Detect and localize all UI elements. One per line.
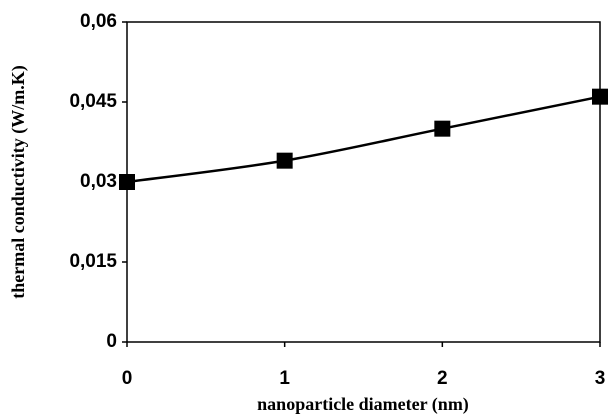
x-tick-label: 1 — [279, 368, 290, 389]
y-tick-label: 0,045 — [69, 91, 117, 112]
x-tick-label: 2 — [437, 368, 448, 389]
data-marker — [434, 120, 451, 137]
data-line — [126, 95, 601, 184]
y-tick-label: 0,015 — [69, 251, 117, 272]
y-tick-label: 0 — [106, 331, 117, 352]
data-marker — [592, 88, 608, 105]
plot-frame — [126, 21, 601, 343]
data-marker — [119, 174, 135, 190]
y-tick-label: 0,03 — [80, 171, 117, 192]
x-axis-label: nanoparticle diameter (nm) — [257, 394, 469, 415]
x-tick-label: 3 — [595, 368, 606, 389]
x-tick-label: 0 — [122, 368, 133, 389]
data-marker — [276, 152, 293, 169]
y-axis-label: thermal conductivity (W/m.K) — [8, 65, 29, 298]
y-tick-label: 0,06 — [80, 11, 117, 32]
